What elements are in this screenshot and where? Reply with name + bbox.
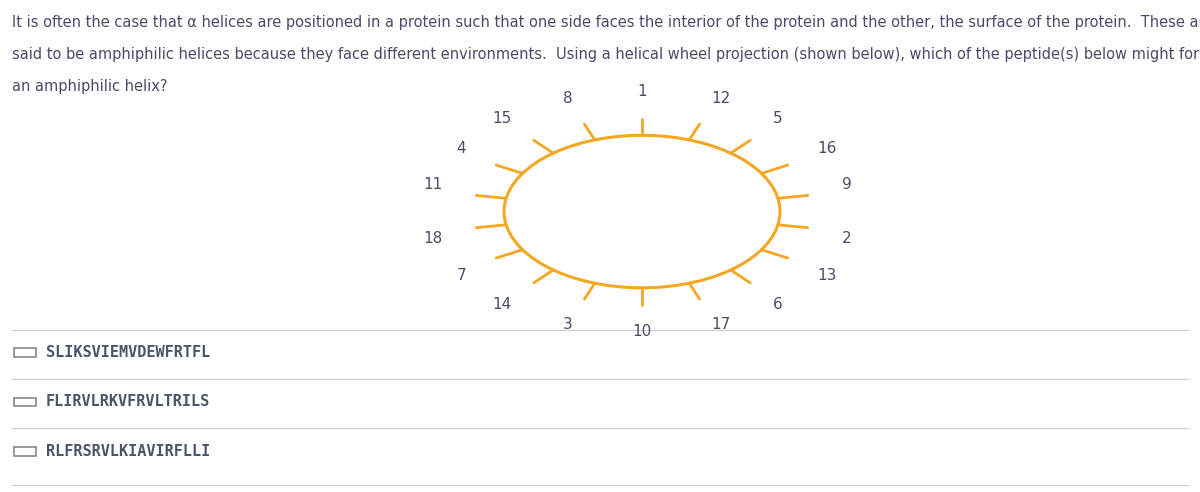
Text: 5: 5 <box>773 111 782 125</box>
Text: 16: 16 <box>817 141 838 155</box>
Text: 17: 17 <box>712 317 731 332</box>
Text: 9: 9 <box>841 177 852 192</box>
Text: 4: 4 <box>457 141 467 155</box>
Text: 3: 3 <box>563 317 572 332</box>
Text: 1: 1 <box>637 85 647 99</box>
Text: 12: 12 <box>712 91 731 106</box>
Text: RLFRSRVLKIAVIRFLLI: RLFRSRVLKIAVIRFLLI <box>46 444 210 459</box>
Text: 8: 8 <box>563 91 572 106</box>
Text: 10: 10 <box>632 324 652 338</box>
Text: FLIRVLRKVFRVLTRILS: FLIRVLRKVFRVLTRILS <box>46 395 210 409</box>
Text: 15: 15 <box>492 111 511 125</box>
Text: 11: 11 <box>422 177 443 192</box>
Text: 14: 14 <box>492 298 511 312</box>
Text: It is often the case that α helices are positioned in a protein such that one si: It is often the case that α helices are … <box>12 15 1200 30</box>
Text: said to be amphiphilic helices because they face different environments.  Using : said to be amphiphilic helices because t… <box>12 47 1200 62</box>
Text: 7: 7 <box>457 268 467 282</box>
Text: 18: 18 <box>422 231 443 246</box>
Text: 2: 2 <box>841 231 852 246</box>
Text: SLIKSVIEMVDEWFRTFL: SLIKSVIEMVDEWFRTFL <box>46 345 210 360</box>
Text: an amphiphilic helix?: an amphiphilic helix? <box>12 79 168 93</box>
Text: 6: 6 <box>773 298 782 312</box>
Text: 13: 13 <box>817 268 838 282</box>
